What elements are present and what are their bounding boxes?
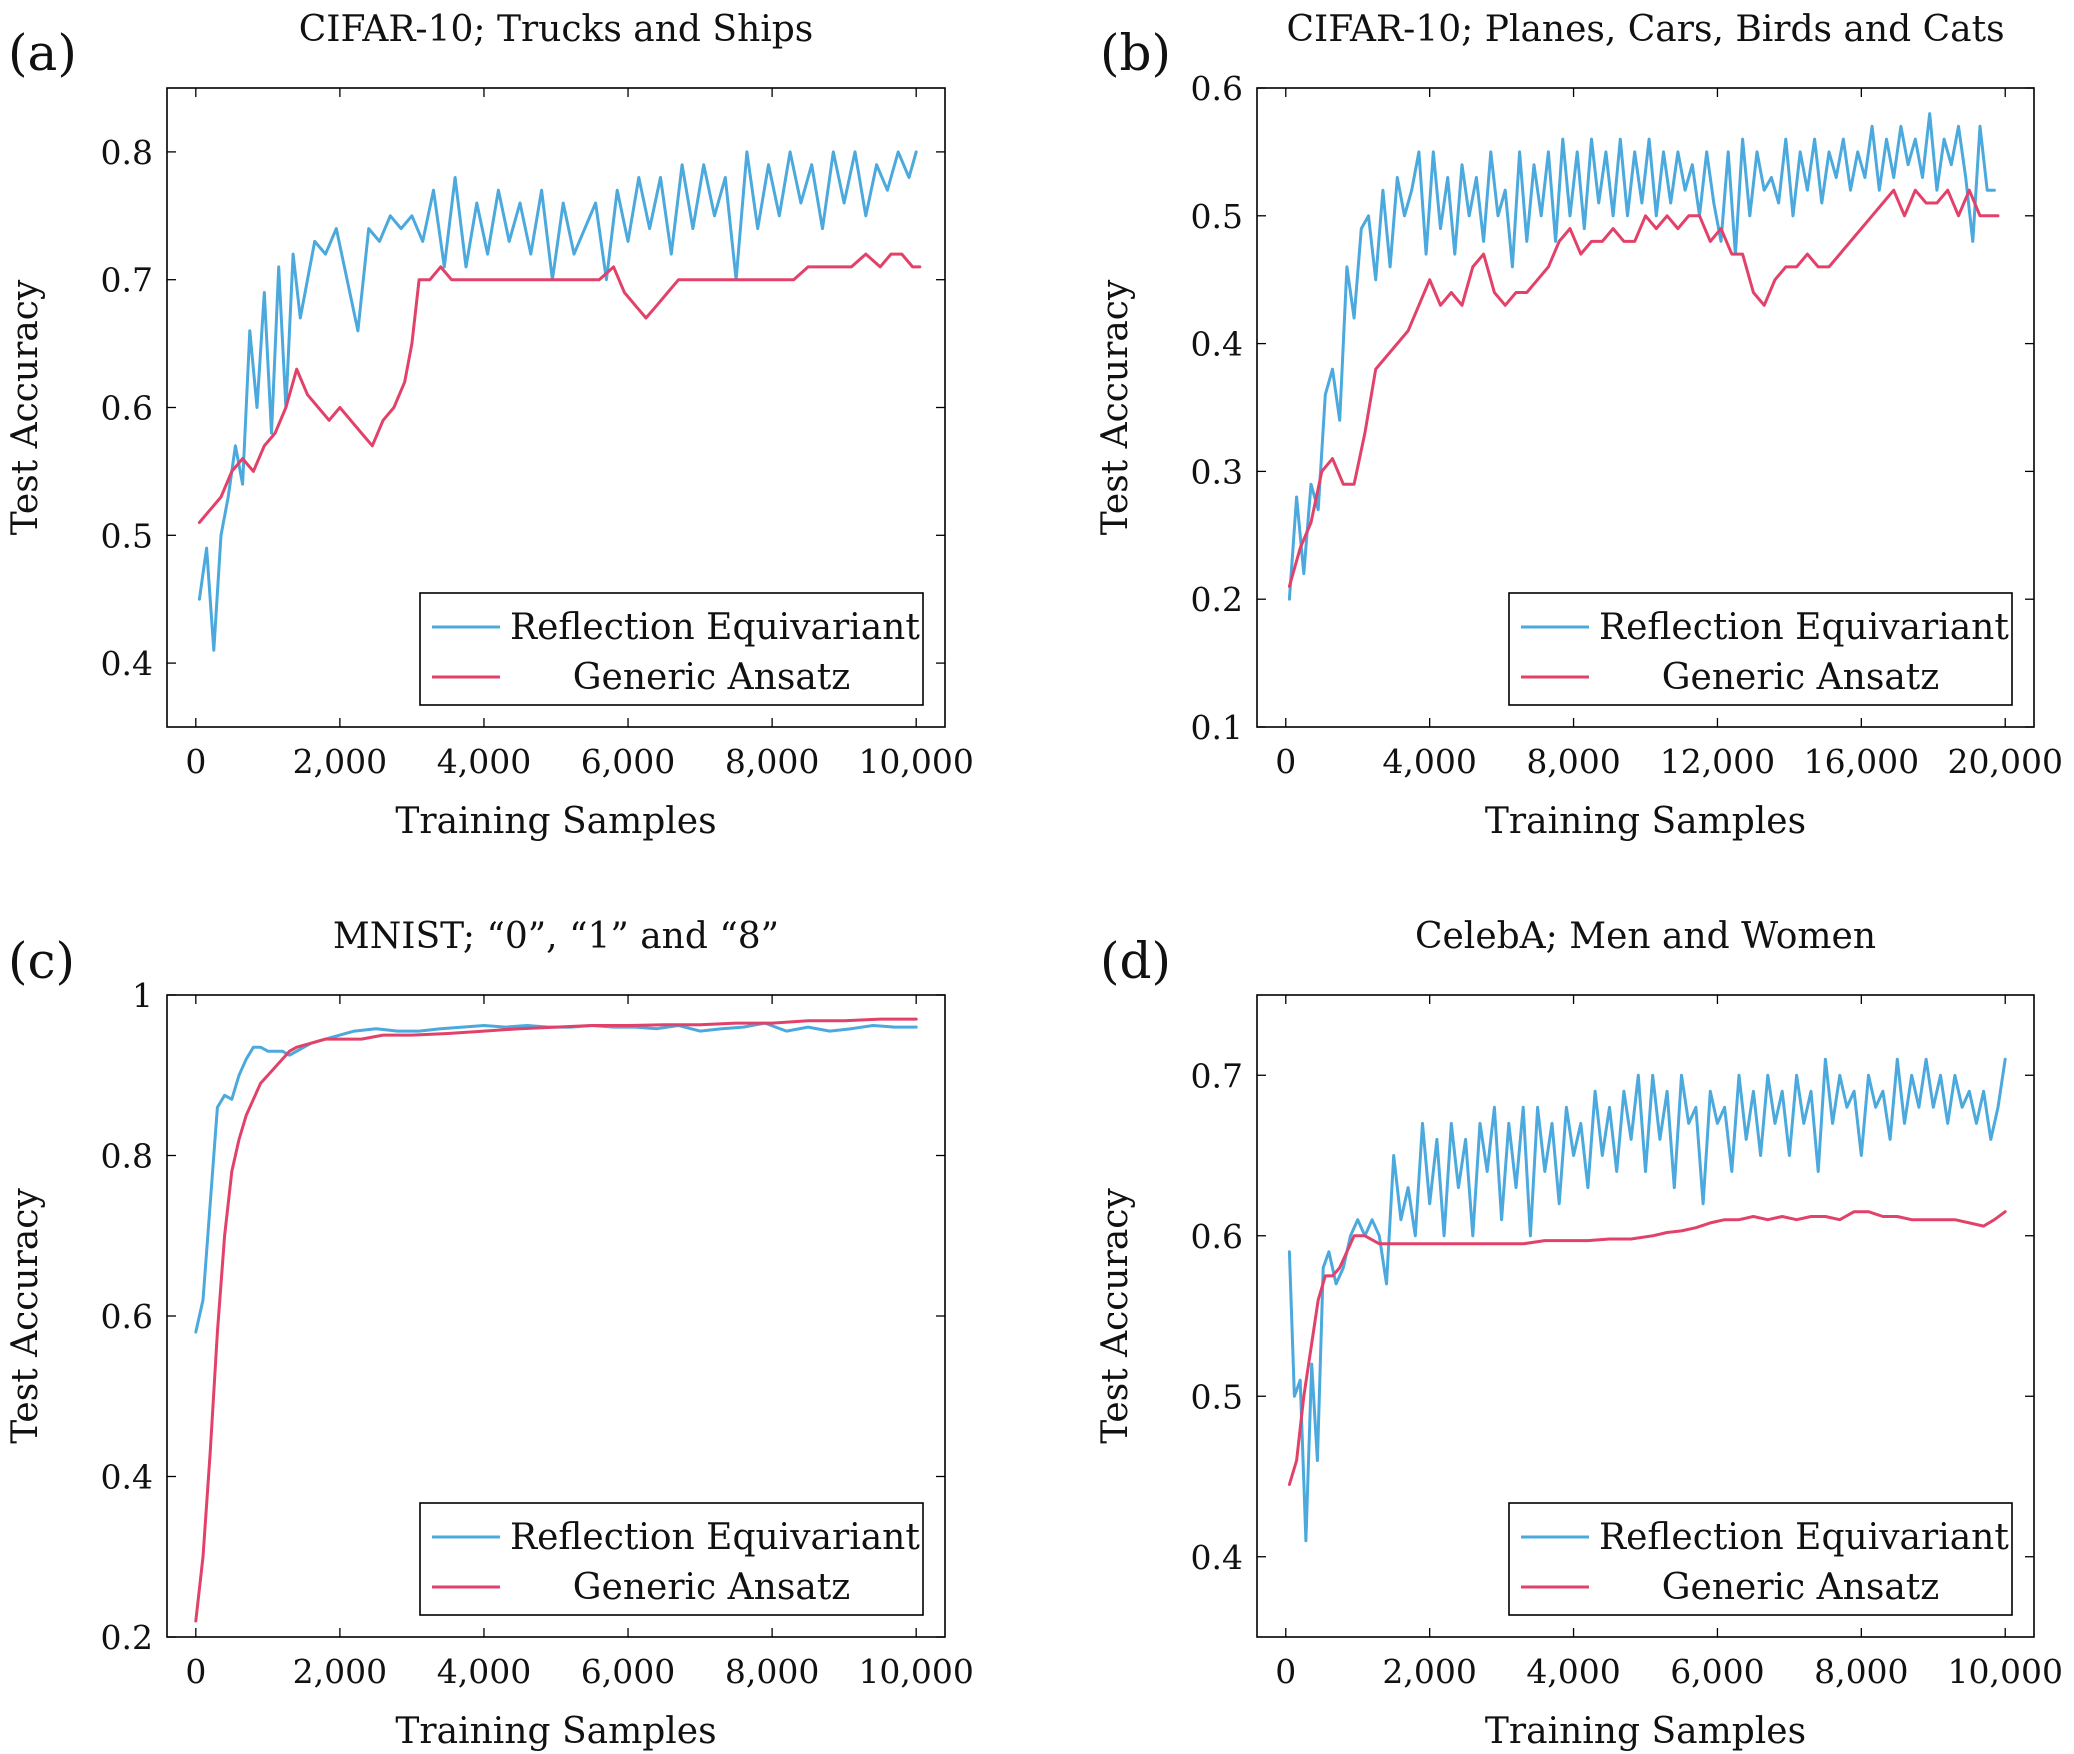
series-line-reflection-equivariant — [194, 1021, 918, 1334]
series-line-generic-ansatz — [197, 252, 922, 524]
legend-entry-label: Reflection Equivariant — [1599, 1517, 2009, 1558]
x-tick-label: 8,000 — [1814, 1652, 1908, 1691]
panel-label: (c) — [8, 932, 75, 990]
series-line-reflection-equivariant — [197, 150, 918, 652]
x-axis-label: Training Samples — [395, 801, 716, 842]
chart-panel-a: (a) CIFAR-10; Trucks and Ships 0 2,000 4,000… — [5, 9, 974, 842]
chart-title: CelebA; Men and Women — [1415, 916, 1876, 957]
y-tick-label: 0.4 — [101, 1458, 153, 1497]
panel-label: (b) — [1100, 24, 1171, 82]
x-axis-label: Training Samples — [395, 1711, 716, 1752]
x-axis-label: Training Samples — [1485, 801, 1806, 842]
y-tick-label: 1 — [132, 976, 153, 1015]
x-tick-label: 4,000 — [437, 742, 531, 781]
legend-frame — [1508, 1502, 2013, 1616]
y-tick-label: 0.7 — [1191, 1056, 1243, 1095]
series-line-generic-ansatz — [1287, 1210, 2007, 1486]
chart-title: CIFAR-10; Planes, Cars, Birds and Cats — [1286, 9, 2004, 50]
y-tick-label: 0.1 — [1191, 708, 1243, 747]
x-tick-label: 0 — [1275, 1652, 1296, 1691]
x-tick-label: 0 — [185, 1652, 206, 1691]
y-tick-label: 0.5 — [101, 516, 153, 555]
legend-entry-label: Reflection Equivariant — [1599, 607, 2009, 648]
legend-entry-label: Generic Ansatz — [1662, 1567, 1939, 1608]
legend-frame — [419, 1502, 924, 1616]
x-tick-label: 0 — [1275, 742, 1296, 781]
x-tick-label: 8,000 — [725, 742, 819, 781]
x-tick-label: 4,000 — [1526, 1652, 1620, 1691]
y-tick-label: 0.8 — [101, 1137, 153, 1176]
chart-panel-b: (b) CIFAR-10; Planes, Cars, Birds and Cat… — [1095, 9, 2063, 842]
y-axis-label: Test Accuracy — [5, 279, 46, 535]
x-axis-label: Training Samples — [1485, 1711, 1806, 1752]
y-axis-label: Test Accuracy — [1095, 279, 1136, 535]
y-tick-label: 0.7 — [101, 261, 153, 300]
legend-entry-label: Generic Ansatz — [1662, 657, 1939, 698]
y-axis-label: Test Accuracy — [1095, 1188, 1136, 1444]
x-tick-label: 4,000 — [437, 1652, 531, 1691]
legend: Reflection Equivariant Generic Ansatz — [419, 1502, 924, 1616]
plot-area-frame — [1256, 87, 2035, 728]
x-tick-label: 4,000 — [1382, 742, 1476, 781]
x-tick-label: 0 — [185, 742, 206, 781]
x-tick-label: 2,000 — [293, 742, 387, 781]
x-tick-label: 10,000 — [1947, 1652, 2062, 1691]
y-tick-label: 0.6 — [1191, 1217, 1243, 1256]
legend-entry-label: Generic Ansatz — [573, 1567, 850, 1608]
x-tick-label: 20,000 — [1947, 742, 2062, 781]
legend: Reflection Equivariant Generic Ansatz — [1508, 1502, 2013, 1616]
y-tick-label: 0.3 — [1191, 452, 1243, 491]
y-tick-label: 0.4 — [1191, 325, 1243, 364]
legend-entry-label: Generic Ansatz — [573, 657, 850, 698]
legend-entry-label: Reflection Equivariant — [510, 607, 920, 648]
y-tick-label: 0.5 — [1191, 197, 1243, 236]
y-tick-label: 0.5 — [1191, 1377, 1243, 1416]
y-tick-label: 0.6 — [101, 389, 153, 428]
y-tick-label: 0.8 — [101, 133, 153, 172]
chart-panel-c: (c) MNIST; “0”, “1” and “8” 0 2,000 4,000 6,0… — [5, 916, 974, 1752]
series-line-reflection-equivariant — [1287, 1057, 2007, 1543]
x-tick-label: 10,000 — [858, 742, 973, 781]
y-tick-label: 0.6 — [1191, 69, 1243, 108]
panel-label: (a) — [8, 24, 77, 82]
legend: Reflection Equivariant Generic Ansatz — [1508, 592, 2013, 706]
y-tick-label: 0.6 — [101, 1297, 153, 1336]
y-axis-label: Test Accuracy — [5, 1188, 46, 1444]
x-tick-label: 2,000 — [1382, 1652, 1476, 1691]
series-line-reflection-equivariant — [1287, 112, 1996, 601]
x-tick-label: 6,000 — [581, 1652, 675, 1691]
legend-entry-label: Reflection Equivariant — [510, 1517, 920, 1558]
series-line-generic-ansatz — [1287, 188, 2000, 588]
y-tick-label: 0.2 — [101, 1618, 153, 1657]
chart-title: MNIST; “0”, “1” and “8” — [333, 916, 779, 957]
x-tick-label: 6,000 — [1670, 1652, 1764, 1691]
chart-panel-d: (d) CelebA; Men and Women 0 2,000 4,000 6,000… — [1095, 916, 2063, 1752]
x-tick-label: 8,000 — [1526, 742, 1620, 781]
panel-label: (d) — [1100, 932, 1171, 990]
series-line-generic-ansatz — [194, 1017, 918, 1623]
y-tick-label: 0.4 — [101, 644, 153, 683]
x-tick-label: 12,000 — [1660, 742, 1775, 781]
legend: Reflection Equivariant Generic Ansatz — [419, 592, 924, 706]
y-tick-label: 0.2 — [1191, 580, 1243, 619]
plot-area-frame — [1256, 994, 2035, 1638]
x-tick-label: 10,000 — [858, 1652, 973, 1691]
x-tick-label: 6,000 — [581, 742, 675, 781]
x-tick-label: 16,000 — [1804, 742, 1919, 781]
y-tick-label: 0.4 — [1191, 1538, 1243, 1577]
chart-title: CIFAR-10; Trucks and Ships — [299, 9, 814, 50]
x-tick-label: 8,000 — [725, 1652, 819, 1691]
legend-frame — [1508, 592, 2013, 706]
legend-frame — [419, 592, 924, 706]
x-tick-label: 2,000 — [293, 1652, 387, 1691]
